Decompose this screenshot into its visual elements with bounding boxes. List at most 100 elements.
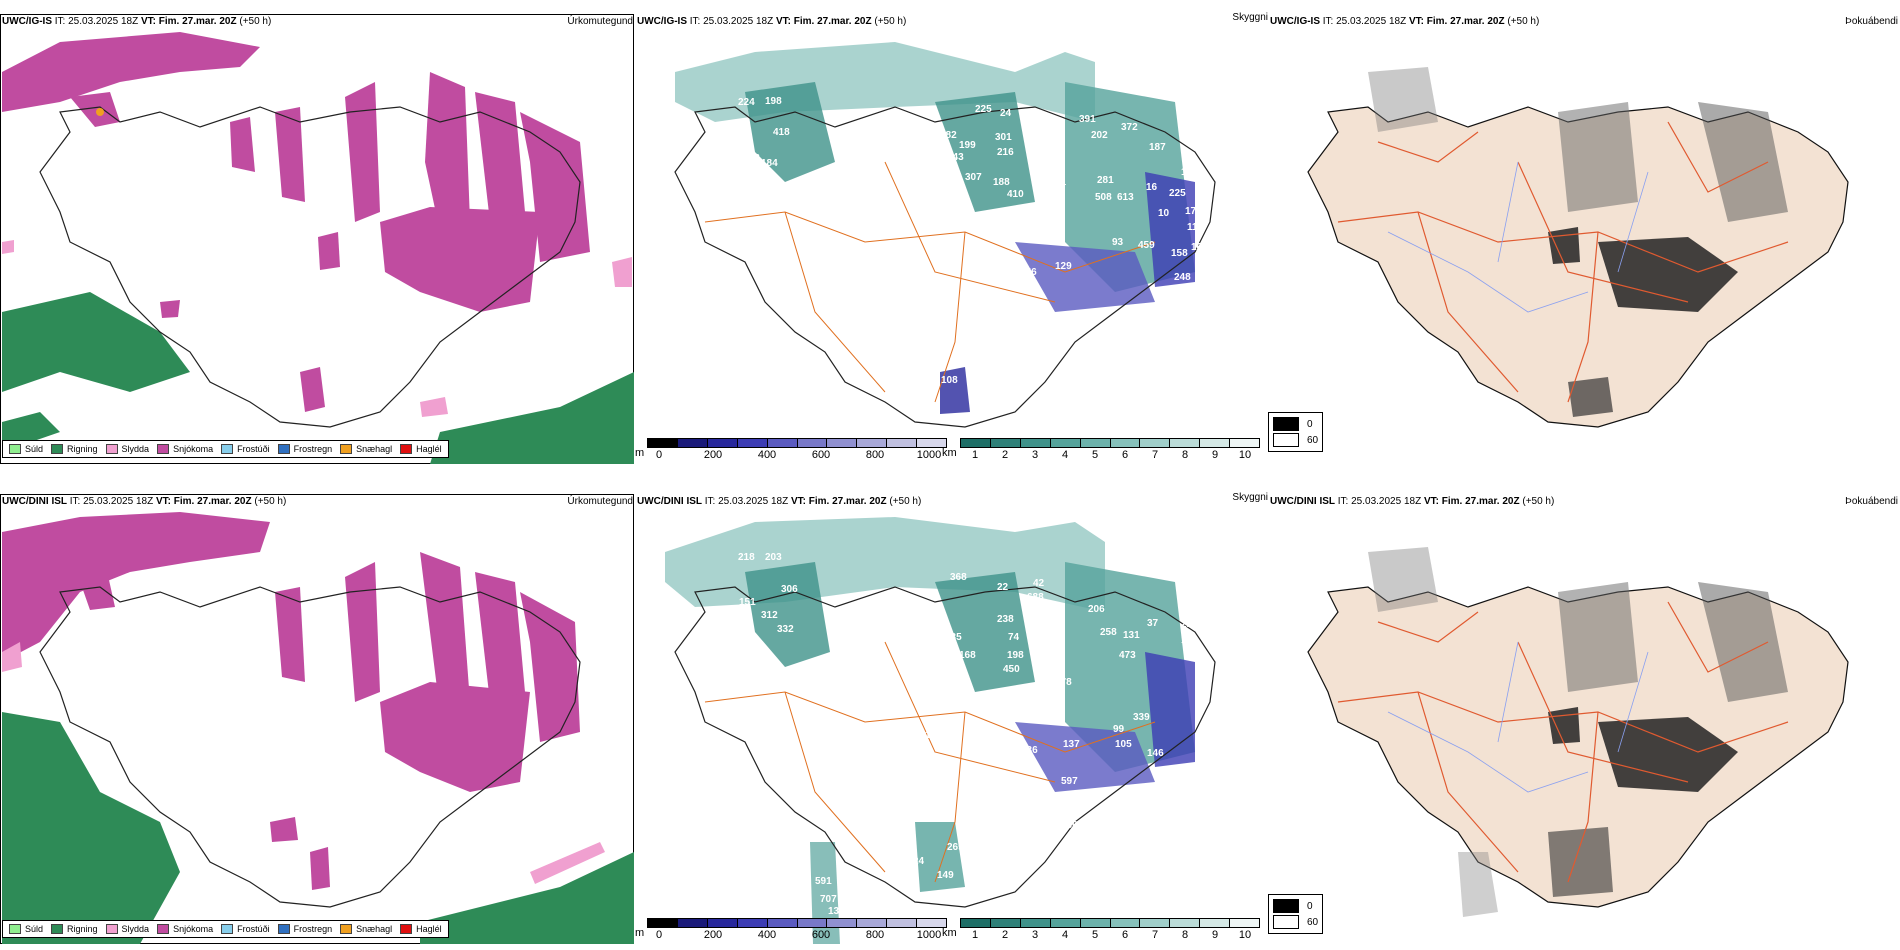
cloud-label: 136	[1021, 745, 1038, 756]
fog-legend: 0 60	[1268, 412, 1324, 452]
cloud-base-colorbar: m 0 200 400 600 800 1000	[635, 918, 947, 941]
cloud-label: 150	[1028, 232, 1045, 243]
cloud-label: 135	[945, 632, 962, 643]
precip-legend: Súld Rigning Slydda Snjókoma Frostúði Fr…	[2, 920, 449, 938]
cloud-panel-row1: UWC/IG-IS IT: 25.03.2025 18Z VT: Fim. 27…	[635, 12, 1270, 464]
cloud-label: 269	[947, 842, 964, 853]
cloud-label: 198	[765, 96, 782, 107]
colorbar-bar	[647, 438, 947, 448]
fog-legend-row: 60	[1273, 914, 1318, 930]
cloud-label: 93	[1112, 237, 1124, 248]
cloud-label: 146	[1147, 748, 1164, 759]
cloud-label: 74	[1008, 632, 1020, 643]
fog-legend-row: 0	[1273, 416, 1318, 432]
cloud-label: 450	[1003, 664, 1020, 675]
cloud-label: 151	[739, 597, 756, 608]
legend-item: Rigning	[51, 924, 98, 934]
cloud-label: 248	[1174, 272, 1191, 283]
fog-panel-row2: UWC/DINI ISL IT: 25.03.2025 18Z VT: Fim.…	[1268, 492, 1900, 944]
model-name: UWC/IG-IS	[2, 16, 52, 27]
visibility-colorbar: km 1 2 3 4 5 6 7 8 9 10	[942, 918, 1260, 941]
fog-map	[1307, 67, 1849, 428]
cloud-label: 418	[773, 127, 790, 138]
cloud-label: 160	[1191, 242, 1208, 253]
swatch	[400, 444, 413, 454]
cloud-label: 10	[1158, 208, 1170, 219]
legend-item: Súld	[9, 444, 43, 454]
cloud-label: 198	[1007, 650, 1024, 661]
precip-map	[2, 32, 634, 464]
legend-item: Rigning	[51, 444, 98, 454]
legend-item: Frostúði	[221, 924, 270, 934]
panel-title: UWC/IG-IS IT: 25.03.2025 18Z VT: Fim. 27…	[637, 16, 907, 27]
cloud-label: 105	[1115, 739, 1132, 750]
lead-time: (+50 h)	[239, 16, 272, 27]
cloud-label: 182	[940, 130, 957, 141]
cloud-base-colorbar: m 0 200 400 600 800 1000	[635, 438, 947, 461]
cloud-label: 16	[1146, 182, 1158, 193]
cloud-label: 99	[1113, 724, 1125, 735]
cloud-label: 339	[1133, 712, 1150, 723]
cloud-label: 184	[1181, 635, 1198, 646]
panel-title: UWC/DINI ISL IT: 25.03.2025 18Z VT: Fim.…	[1270, 496, 1555, 507]
cloud-label: 176	[1185, 206, 1202, 217]
cloud-label: 149	[937, 870, 954, 881]
cloud-label: 131	[1123, 630, 1140, 641]
colorbar-bar	[647, 918, 947, 928]
cloud-label: 216	[997, 147, 1014, 158]
precip-title: Úrkomutegund	[567, 16, 633, 27]
colorbar-bar	[960, 438, 1260, 448]
cloud-label: 156	[1020, 267, 1037, 278]
legend-item: Haglél	[400, 924, 442, 934]
cloud-label: 258	[1100, 627, 1117, 638]
cloud-label: 688	[1027, 592, 1044, 603]
cloud-panel-row2: UWC/DINI ISL IT: 25.03.2025 18Z VT: Fim.…	[635, 492, 1270, 944]
cloud-label: 613	[1117, 192, 1134, 203]
cloud-label: 238	[997, 614, 1014, 625]
fog-title: Þokuábendi	[1845, 16, 1898, 27]
cloud-label: 137	[1063, 739, 1080, 750]
valid-label: VT:	[140, 16, 156, 27]
cloud-label: 24	[1000, 108, 1012, 119]
legend-item: Snjókoma	[157, 444, 213, 454]
precip-legend: Súld Rigning Slydda Snjókoma Frostúði Fr…	[2, 440, 449, 458]
fog-legend-row: 0	[1273, 898, 1318, 914]
swatch	[340, 444, 353, 454]
cloud-label: 473	[1119, 650, 1136, 661]
cloud-label: 597	[1061, 776, 1078, 787]
legend-item: Slydda	[105, 444, 149, 454]
colorbar-ticks: 0 200 400 600 800 1000	[655, 449, 942, 461]
cloud-label: 155	[1048, 211, 1065, 222]
colorbar-ticks: 1 2 3 4 5 6 7 8 9 10	[971, 929, 1252, 941]
cloud-label: 166	[758, 190, 775, 201]
cloud-label: 199	[959, 140, 976, 151]
legend-item: Frostregn	[277, 444, 332, 454]
cloud-label: 203	[765, 552, 782, 563]
cloud-label: 211	[1181, 619, 1198, 630]
cloud-label: 119	[1187, 222, 1204, 233]
cloud-label: 308	[743, 153, 760, 164]
cloud-map	[674, 42, 1216, 428]
cloud-label: 184	[761, 158, 778, 169]
cloud-label: 187	[1149, 142, 1166, 153]
cloud-label: 508	[1095, 192, 1112, 203]
cloud-label: 11	[913, 364, 924, 375]
cloud-title: Skyggni	[1232, 492, 1268, 503]
cloud-label: 410	[1007, 189, 1024, 200]
cloud-label: 129	[909, 385, 926, 396]
precip-title: Úrkomutegund	[567, 496, 633, 507]
precip-panel-row1: UWC/IG-IS IT: 25.03.2025 18Z VT: Fim. 27…	[0, 12, 635, 464]
fog-title: Þokuábendi	[1845, 496, 1898, 507]
cloud-label: 13	[828, 906, 840, 917]
cloud-label: 168	[959, 650, 976, 661]
cloud-label: 372	[1121, 122, 1138, 133]
cloud-label: 591	[815, 876, 832, 887]
swatch	[105, 444, 118, 454]
cloud-label: 42	[1033, 578, 1045, 589]
colorbar-unit: m	[635, 927, 645, 939]
cloud-label: 218	[738, 552, 755, 563]
cloud-label: 188	[993, 177, 1010, 188]
legend-item: Frostúði	[221, 444, 270, 454]
precip-frame	[0, 494, 634, 944]
cloud-label: 158	[1171, 248, 1188, 259]
